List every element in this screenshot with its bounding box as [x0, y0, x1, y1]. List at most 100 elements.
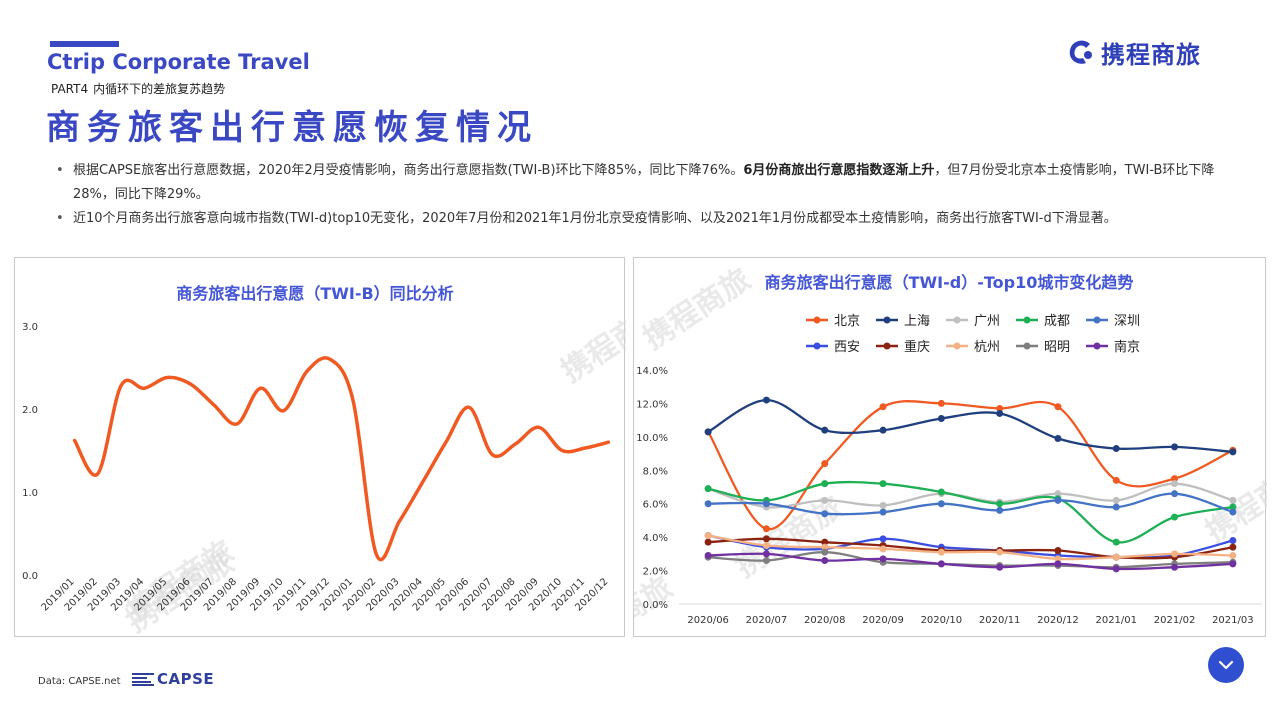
chart-title: 商务旅客出行意愿（TWI-d）-Top10城市变化趋势	[765, 273, 1134, 292]
data-point	[879, 480, 887, 488]
data-point	[821, 496, 829, 504]
page-title: 商务旅客出行意愿恢复情况	[46, 108, 538, 148]
x-tick-label: 2020/08	[804, 615, 846, 626]
series-北京	[704, 399, 1237, 533]
legend-swatch-marker	[883, 342, 891, 350]
y-tick-label: 2.0%	[643, 567, 668, 578]
y-tick-label: 0.0	[22, 571, 38, 582]
y-tick-label: 14.0%	[636, 366, 668, 377]
legend-label: 成都	[1044, 314, 1070, 329]
data-point	[937, 548, 945, 556]
data-point	[879, 555, 887, 563]
data-point	[1112, 538, 1120, 546]
series-line	[707, 400, 1234, 531]
data-point	[821, 460, 829, 468]
legend-swatch-marker	[883, 316, 891, 324]
legend-swatch-marker	[1093, 316, 1101, 324]
twi-b-chart: 携程商旅携程商旅携程商旅商务旅客出行意愿（TWI-B）同比分析0.01.02.0…	[22, 284, 626, 638]
data-point	[996, 548, 1004, 556]
data-point	[821, 538, 829, 546]
series-深圳	[704, 490, 1237, 518]
legend-item: 深圳	[1086, 314, 1140, 329]
series-line	[708, 552, 1233, 571]
series-南京	[704, 550, 1237, 573]
data-source: Data: CAPSE.net	[38, 676, 121, 687]
series-line	[708, 551, 1233, 569]
data-point	[879, 501, 887, 509]
data-point	[704, 531, 712, 539]
data-point	[1229, 503, 1237, 511]
legend-item: 成都	[1016, 314, 1070, 329]
data-point	[879, 508, 887, 516]
data-point	[821, 426, 829, 434]
series-line	[707, 480, 1234, 544]
legend-item: 上海	[876, 314, 930, 329]
data-point	[762, 557, 770, 565]
data-point	[1229, 536, 1237, 544]
series-line	[708, 492, 1234, 516]
y-tick-label: 8.0%	[643, 466, 668, 477]
data-point	[937, 488, 945, 496]
chart-title: 商务旅客出行意愿（TWI-B）同比分析	[176, 284, 453, 303]
legend-item: 重庆	[876, 339, 930, 355]
legend-label: 西安	[834, 340, 860, 355]
y-tick-label: 4.0%	[643, 533, 668, 544]
data-point	[1054, 490, 1062, 498]
capse-logo-icon	[132, 672, 154, 686]
data-point	[821, 543, 829, 551]
legend-swatch-marker	[953, 342, 961, 350]
legend-label: 北京	[834, 314, 860, 329]
data-point	[879, 426, 887, 434]
data-point	[996, 500, 1004, 508]
data-point	[821, 510, 829, 518]
legend-label: 南京	[1114, 339, 1140, 355]
watermark: 携程商旅	[729, 490, 849, 585]
data-point	[996, 404, 1004, 412]
watermark: 携程商旅	[555, 295, 626, 390]
data-point	[996, 409, 1004, 417]
data-point	[1229, 508, 1237, 516]
data-point	[937, 560, 945, 568]
data-point	[1112, 496, 1120, 504]
y-tick-label: 1.0	[22, 488, 38, 499]
twi-b-chart-panel: 携程商旅 携程商旅 携程商旅 商务旅客出行意愿（TWI-B）同比分析 0.0 1.0 2.0…	[14, 257, 626, 638]
bullet-highlight: 6月份商旅出行意愿指数逐渐上升	[743, 163, 935, 178]
data-point	[762, 535, 770, 543]
accent-bar	[50, 41, 119, 47]
bullet-text-cont: ，但7月份受北京本土疫情影响，TWI-B环比下降28%，同比下降29%。	[73, 163, 1215, 202]
legend-item: 广州	[946, 314, 1000, 329]
data-point	[704, 485, 712, 493]
legend-label: 深圳	[1114, 314, 1140, 329]
data-point	[1229, 496, 1237, 504]
data-point	[1112, 476, 1120, 484]
series-杭州	[704, 531, 1237, 563]
part-title: 内循环下的差旅复苏趋势	[93, 82, 226, 96]
series-line	[707, 398, 1233, 454]
data-point	[762, 525, 770, 533]
data-point	[1112, 565, 1120, 573]
data-point	[1054, 435, 1062, 443]
data-point	[879, 545, 887, 553]
data-point	[879, 403, 887, 411]
data-point	[762, 500, 770, 508]
legend-item: 南京	[1086, 339, 1140, 355]
data-point	[704, 552, 712, 560]
bullet-text: 根据CAPSE旅客出行意愿数据，2020年2月受疫情影响，商务出行意愿指数(TW…	[73, 163, 744, 178]
ctrip-logo-icon	[1069, 40, 1092, 64]
capse-logo-text: CAPSE	[157, 670, 215, 688]
legend-swatch-marker	[1023, 316, 1031, 324]
data-point	[937, 414, 945, 422]
data-point	[821, 548, 829, 556]
bullet-item: 根据CAPSE旅客出行意愿数据，2020年2月受疫情影响，商务出行意愿指数(TW…	[54, 159, 1234, 207]
x-tick-label: 2021/01	[1095, 615, 1137, 626]
data-point	[762, 396, 770, 404]
x-tick-label: 2021/03	[1212, 615, 1254, 626]
series-line	[72, 356, 611, 562]
y-tick-label: 6.0%	[643, 500, 668, 511]
legend-label: 重庆	[904, 339, 930, 355]
data-point	[937, 500, 945, 508]
series-line	[708, 534, 1233, 561]
scroll-down-button[interactable]	[1208, 647, 1244, 683]
x-tick-label: 2020/11	[979, 615, 1021, 626]
